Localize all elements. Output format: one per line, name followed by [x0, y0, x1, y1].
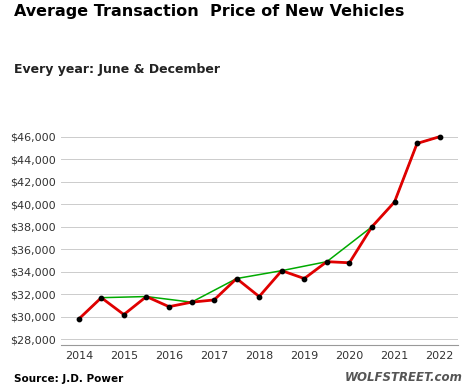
- Text: Every year: June & December: Every year: June & December: [14, 63, 220, 76]
- Point: [368, 223, 375, 230]
- Point: [323, 258, 331, 265]
- Point: [165, 303, 173, 310]
- Point: [255, 294, 263, 300]
- Point: [301, 276, 308, 282]
- Point: [391, 199, 398, 205]
- Point: [98, 294, 105, 301]
- Point: [188, 299, 195, 305]
- Text: Source: J.D. Power: Source: J.D. Power: [14, 374, 123, 384]
- Point: [413, 140, 421, 147]
- Point: [278, 267, 285, 274]
- Point: [75, 316, 83, 322]
- Text: WOLFSTREET.com: WOLFSTREET.com: [345, 371, 462, 384]
- Point: [120, 311, 127, 318]
- Point: [436, 134, 443, 140]
- Point: [210, 297, 218, 303]
- Point: [346, 260, 353, 266]
- Point: [233, 276, 241, 282]
- Text: Average Transaction  Price of New Vehicles: Average Transaction Price of New Vehicle…: [14, 4, 404, 19]
- Point: [143, 294, 150, 300]
